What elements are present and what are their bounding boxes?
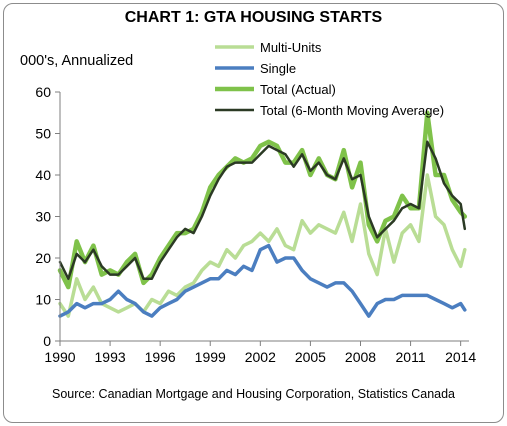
series-line-0	[58, 173, 467, 318]
x-tick-label: 2011	[396, 349, 426, 365]
chart-frame	[3, 3, 504, 423]
legend-label-2: Total (Actual)	[260, 82, 336, 97]
y-tick-label: 50	[35, 126, 51, 142]
x-tick-label: 1990	[44, 349, 75, 365]
x-tick-label: 1993	[95, 349, 126, 365]
series-line-3	[58, 140, 467, 281]
x-tick-label: 2014	[445, 349, 476, 365]
series-line-1	[58, 243, 467, 318]
legend: Multi-Units Single Total (Actual) Total (6-…	[215, 40, 444, 118]
series-layer	[57, 110, 468, 318]
y-tick-label: 0	[43, 333, 51, 349]
y-tick-label: 60	[35, 84, 51, 100]
x-tick-label: 1999	[195, 349, 226, 365]
series-line-2	[57, 110, 468, 290]
y-axis-unit-label: 000's, Annualized	[20, 53, 134, 69]
legend-label-3: Total (6-Month Moving Average)	[260, 103, 444, 118]
legend-label-0: Multi-Units	[260, 40, 322, 55]
chart-title: CHART 1: GTA HOUSING STARTS	[124, 9, 383, 26]
x-tick-label: 2002	[245, 349, 276, 365]
x-tick-label: 1996	[145, 349, 176, 365]
y-tick-label: 30	[35, 209, 51, 225]
source-note: Source: Canadian Mortgage and Housing Co…	[51, 387, 455, 401]
y-tick-label: 40	[35, 167, 51, 183]
y-tick-label: 20	[35, 250, 51, 266]
axes-layer: 0 10 20 30 40 50 60 1990 1993 1996 1999 2002 2005 200…	[35, 84, 476, 365]
legend-label-1: Single	[260, 61, 296, 76]
x-tick-label: 2008	[345, 349, 376, 365]
y-tick-label: 10	[35, 292, 51, 308]
x-tick-label: 2005	[295, 349, 326, 365]
